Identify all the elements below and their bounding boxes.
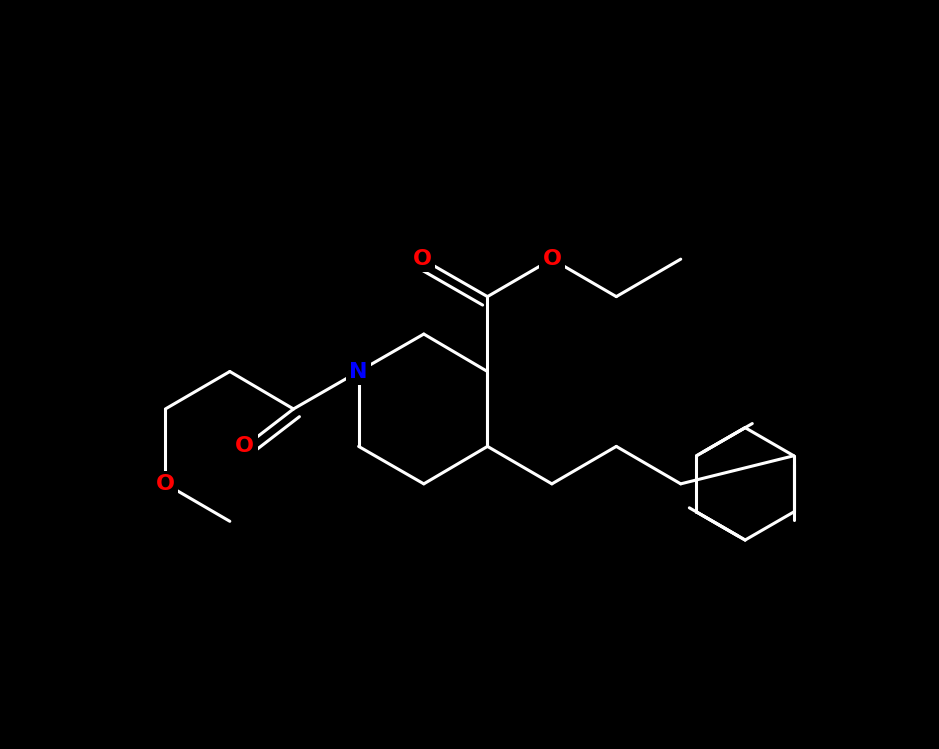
Text: O: O bbox=[543, 249, 562, 269]
Text: O: O bbox=[236, 437, 254, 456]
Text: O: O bbox=[413, 249, 432, 269]
Text: N: N bbox=[349, 362, 368, 381]
Text: O: O bbox=[156, 474, 175, 494]
